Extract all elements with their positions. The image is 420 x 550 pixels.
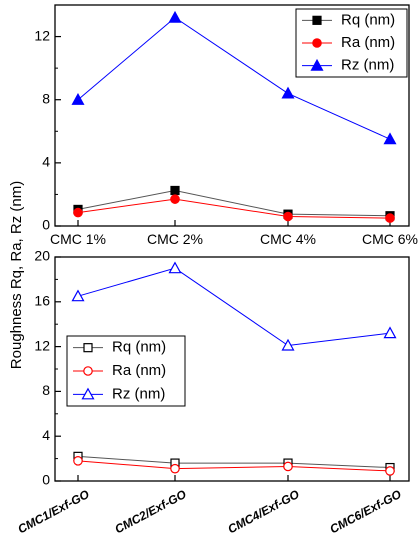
panel1-series-line-2: [77, 198, 391, 219]
panel2-series-line-3: [77, 267, 391, 346]
panel2-legend-marker-3: [81, 387, 95, 400]
panel2-legend-label-2: Ra (nm): [112, 362, 166, 379]
panel1-series-2-point: [283, 211, 293, 222]
panel1-legend-label-3: Rz (nm): [341, 57, 394, 74]
panel1-y-tick-label: 4: [42, 154, 50, 170]
panel1-series-2-point: [385, 213, 395, 223]
panel2-series-3-point: [281, 338, 295, 351]
panel2-y-tick-label: 12: [34, 337, 50, 353]
panel1-x-tick-label: CMC 2%: [147, 231, 203, 247]
panel1-series-1-point: [170, 185, 180, 196]
panel1-series-line-3: [77, 17, 391, 140]
y-axis-label: Roughness Rq, Ra, Rz (nm): [8, 181, 25, 369]
panel1-series-2-point: [73, 207, 83, 218]
panel2-y-tick-label: 4: [42, 427, 50, 443]
panel2-series-line-1: [77, 455, 391, 469]
panel1-plot-frame: [54, 4, 410, 227]
panel1-legend-marker-3: [310, 58, 324, 71]
panel1-y-tick-label: 0: [42, 217, 50, 233]
panel2-series-3-point: [168, 261, 182, 274]
panel2-series-2-point: [73, 456, 83, 466]
panel1-x-tick-label: CMC 4%: [260, 231, 316, 247]
panel2-legend-marker-2: [83, 366, 93, 376]
panel1-series-3-point: [71, 92, 85, 105]
panel1-legend-label-2: Ra (nm): [341, 34, 395, 51]
panel1-x-tick-label: CMC 6%: [362, 231, 418, 247]
panel2-x-tick-label: CMC1/Exf-GO: [15, 487, 92, 537]
panel2-x-tick-label: CMC4/Exf-GO: [225, 487, 302, 537]
panel2-series-2-point: [385, 466, 395, 476]
panel2-series-line-2: [77, 460, 391, 472]
panel2-series-2-point: [283, 461, 293, 472]
panel2-x-tick-label: CMC6/Exf-GO: [327, 487, 404, 537]
panel2-legend-label-1: Rq (nm): [112, 339, 166, 356]
panel2-legend-marker-1: [83, 343, 93, 353]
panel2-x-tick-label: CMC2/Exf-GO: [112, 487, 189, 537]
panel1-series-2-point: [170, 194, 180, 204]
panel2-y-tick-label: 20: [34, 248, 50, 264]
panel2-series-3-point: [71, 289, 85, 302]
panel1-legend-marker-1: [312, 15, 322, 25]
panel1-series-line-1: [77, 189, 391, 217]
panel1-x-tick-label: CMC 1%: [50, 231, 106, 247]
panel2-y-tick-label: 0: [42, 472, 50, 488]
panel1-y-tick-label: 8: [42, 90, 50, 106]
panel1-legend-marker-2: [312, 38, 322, 48]
panel1-y-tick-label: 12: [34, 27, 50, 43]
panel1-series-3-point: [168, 10, 182, 23]
panel1-series-3-point: [383, 132, 397, 145]
panel2-legend-label-3: Rz (nm): [112, 385, 165, 402]
panel2-y-tick-label: 16: [34, 293, 50, 309]
panel1-series-3-point: [281, 86, 295, 99]
panel2-series-3-point: [383, 326, 397, 339]
panel2-y-tick-label: 8: [42, 382, 50, 398]
panel2-series-2-point: [170, 463, 180, 474]
panel1-legend-label-1: Rq (nm): [341, 11, 395, 28]
